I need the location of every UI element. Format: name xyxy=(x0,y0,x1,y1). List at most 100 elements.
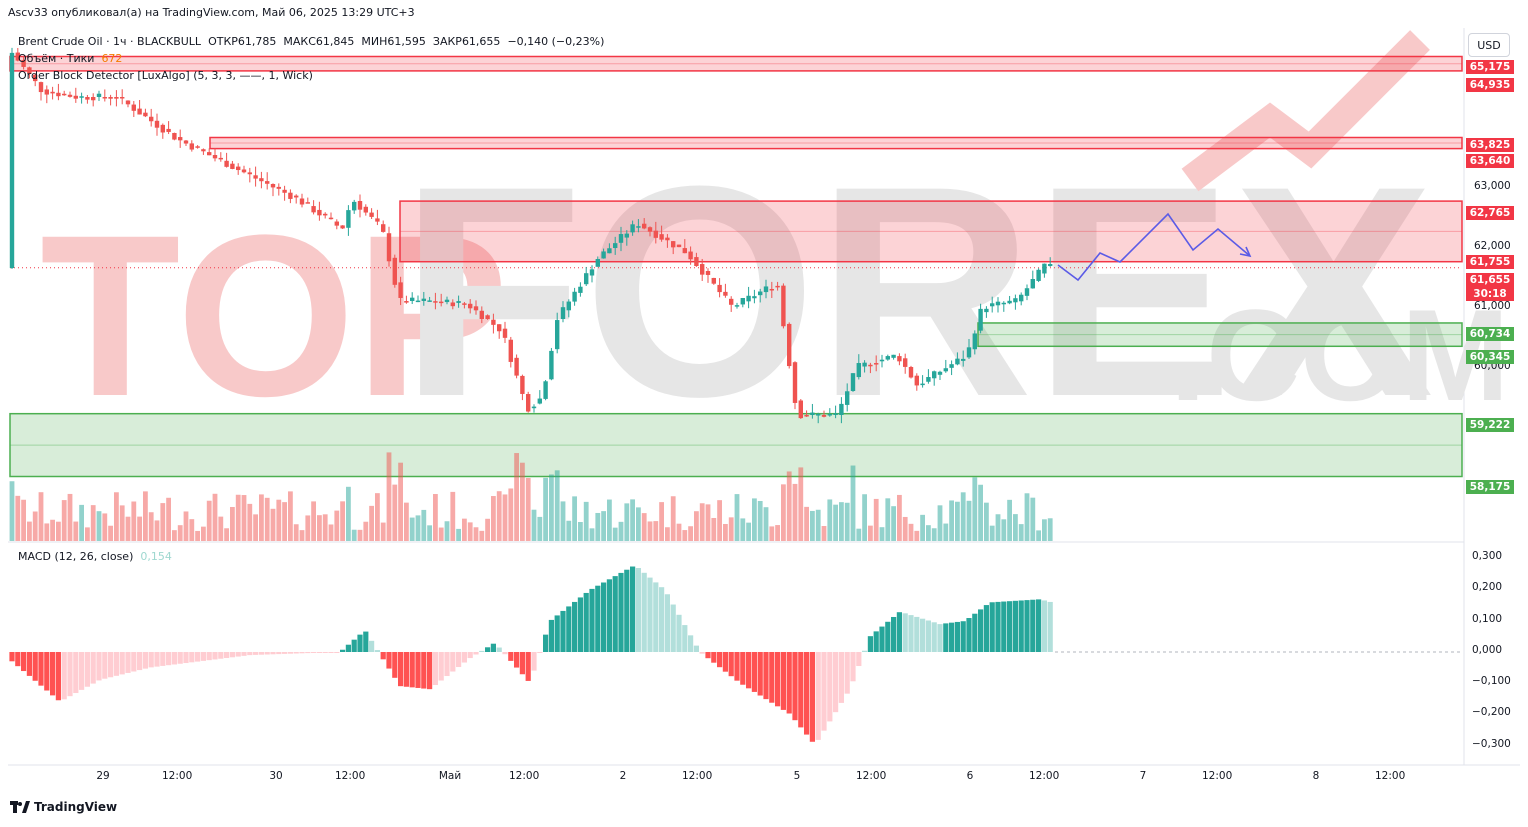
volume-bar xyxy=(456,528,461,541)
macd-bar xyxy=(125,652,131,673)
candle-body xyxy=(763,286,769,293)
candle-body xyxy=(410,297,415,301)
macd-bar xyxy=(438,652,444,681)
watermark-arrow xyxy=(1181,30,1430,192)
time-tick: 2 xyxy=(619,770,627,782)
candle-body xyxy=(433,301,438,303)
volume-bar xyxy=(543,477,548,541)
candle-body xyxy=(276,186,281,189)
macd-bar xyxy=(316,652,322,653)
candle-body xyxy=(816,414,821,416)
bullish-order-block xyxy=(9,412,1463,478)
volume-bar xyxy=(85,527,90,541)
volume-bar xyxy=(531,509,537,541)
candle-body xyxy=(671,241,676,248)
volume-bar xyxy=(891,506,896,541)
macd-bar xyxy=(113,652,119,676)
candle-body xyxy=(839,403,844,415)
macd-bar xyxy=(514,652,520,668)
candlesticks xyxy=(9,47,1053,424)
volume-bar xyxy=(937,505,943,541)
volume-bar xyxy=(247,503,253,541)
macd-bar xyxy=(61,652,67,700)
candle-body xyxy=(926,377,931,382)
volume-bar xyxy=(595,512,601,541)
macd-bar xyxy=(519,652,525,675)
currency-button[interactable]: USD xyxy=(1468,33,1510,57)
volume-bar xyxy=(479,530,485,541)
volume-bar xyxy=(781,484,786,541)
macd-bar xyxy=(148,652,154,668)
macd-bar xyxy=(392,652,398,678)
candle-body xyxy=(734,305,740,307)
candle-body xyxy=(665,237,670,241)
candle-body xyxy=(201,149,206,152)
candle-body xyxy=(758,291,763,296)
macd-bar xyxy=(583,592,589,652)
macd-bar xyxy=(699,652,705,654)
volume-bar xyxy=(960,492,966,541)
macd-bar xyxy=(624,569,630,652)
candle-body xyxy=(526,394,531,412)
candle-body xyxy=(984,308,989,313)
macd-bar xyxy=(769,652,775,703)
macd-bar xyxy=(653,582,659,652)
volume-bar xyxy=(972,477,978,541)
volume-bar xyxy=(821,526,827,541)
macd-bar xyxy=(809,652,815,742)
macd-bar xyxy=(1041,600,1047,652)
macd-legend[interactable]: MACD (12, 26, close) 0,154 xyxy=(18,550,172,563)
volume-bar xyxy=(32,511,38,541)
candle-body xyxy=(311,206,316,213)
time-tick: 12:00 xyxy=(682,770,713,782)
volume-bar xyxy=(902,516,908,541)
volume-bar xyxy=(688,526,693,541)
candle-body xyxy=(821,415,827,417)
price-tag: 61,755 xyxy=(1466,255,1514,269)
volume-bar xyxy=(485,518,490,541)
candle-body xyxy=(497,324,502,332)
time-tick: 12:00 xyxy=(509,770,540,782)
candle-body xyxy=(746,295,751,302)
volume-bar xyxy=(467,522,473,541)
macd-bar xyxy=(983,605,989,652)
volume-bar xyxy=(717,500,722,541)
macd-bar xyxy=(1036,599,1042,652)
volume-bar xyxy=(415,515,421,541)
price-tag: 30:18 xyxy=(1466,287,1514,301)
candle-body xyxy=(207,152,212,156)
candle-body xyxy=(508,339,513,362)
volume-bar xyxy=(728,517,734,541)
volume-bar xyxy=(583,501,589,541)
tradingview-brand: TradingView xyxy=(34,800,118,814)
macd-bar xyxy=(902,613,908,652)
candle-body xyxy=(386,233,392,262)
candle-body xyxy=(584,273,589,285)
volume-bar xyxy=(218,516,224,541)
macd-bar xyxy=(844,652,850,694)
macd-bar xyxy=(328,652,334,653)
candle-body xyxy=(299,198,305,205)
volume-bar xyxy=(995,514,1001,541)
macd-bar xyxy=(972,613,978,652)
volume-legend: Объём · Тики 672 xyxy=(18,52,122,65)
volume-bar xyxy=(427,525,432,541)
volume-bar xyxy=(578,522,583,541)
macd-bar xyxy=(867,636,873,652)
macd-bar xyxy=(258,652,264,655)
macd-bar xyxy=(833,652,839,713)
volume-bar xyxy=(380,522,386,541)
macd-bar xyxy=(351,639,357,652)
candle-body xyxy=(114,97,119,99)
footer-brand[interactable]: TradingView xyxy=(10,800,117,814)
volume-bar xyxy=(868,525,873,541)
close-value: 61,655 xyxy=(461,35,501,48)
candle-body xyxy=(781,285,786,327)
indicator-legend[interactable]: Order Block Detector [LuxAlgo] (5, 3, 3,… xyxy=(18,69,313,82)
candle-body xyxy=(485,315,490,320)
volume-bar xyxy=(253,514,258,541)
volume-bar xyxy=(299,530,305,541)
time-tick: 30 xyxy=(269,770,283,782)
candle-body xyxy=(740,298,745,305)
